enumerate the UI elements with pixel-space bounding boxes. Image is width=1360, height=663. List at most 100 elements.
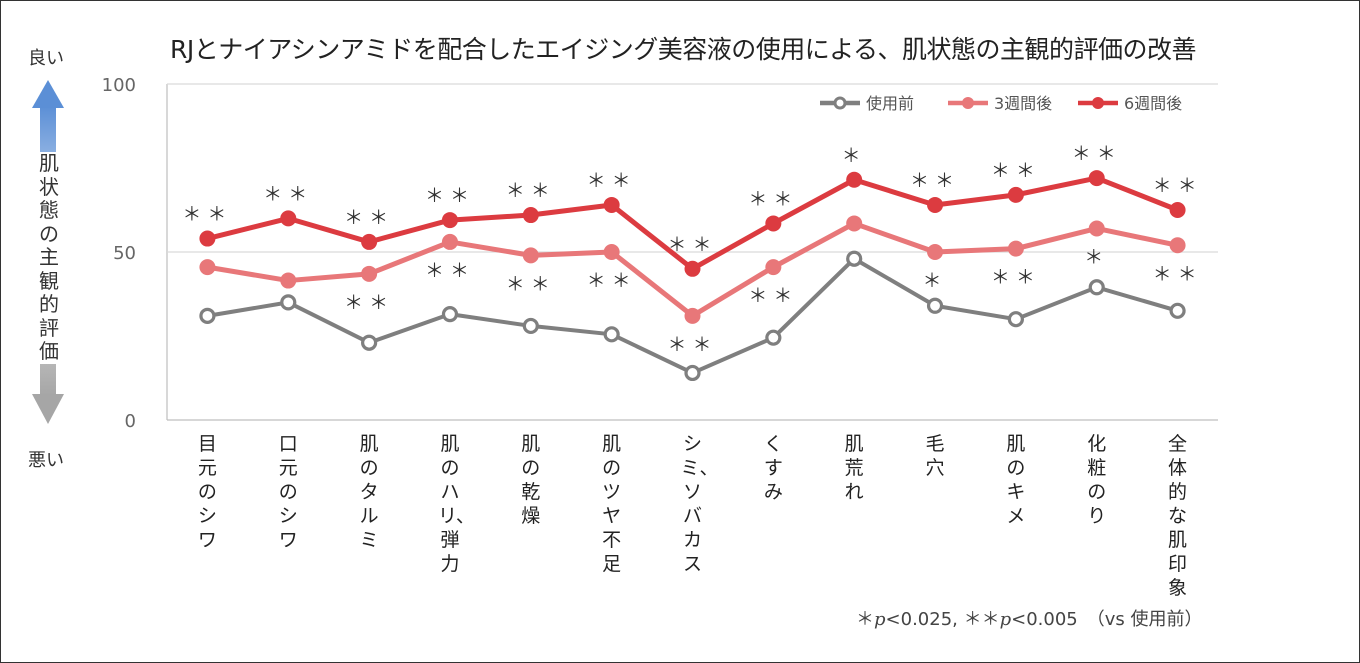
- significance-mark: ＊＊: [344, 207, 394, 229]
- chart-title: RJとナイアシンアミドを配合したエイジング美容液の使用による、肌状態の主観的評価…: [170, 35, 1197, 64]
- data-point: [280, 210, 297, 227]
- data-point: [1007, 240, 1024, 257]
- data-point: [846, 250, 863, 267]
- footnote-star2: ＊＊: [963, 609, 1000, 630]
- significance-mark: ＊＊: [748, 188, 798, 210]
- data-point: [846, 215, 863, 232]
- data-point: [846, 171, 863, 188]
- significance-mark: ＊: [842, 145, 867, 167]
- significance-mark: ＊＊: [425, 185, 475, 207]
- x-tick-label: 化粧のり: [1087, 433, 1107, 527]
- series-3: ＊＊＊＊＊＊＊＊ ＊＊ ＊＊＊＊＊＊＊＊＊ ＊＊＊＊＊＊: [182, 143, 1203, 277]
- data-point: [522, 207, 539, 224]
- series-2: ＊＊＊＊＊＊ ＊＊＊＊＊＊＊ ＊＊＊＊＊: [199, 215, 1203, 356]
- data-point: [1088, 170, 1105, 187]
- legend-label: 使用前: [866, 94, 914, 113]
- data-point: [1169, 237, 1186, 254]
- data-point: [684, 307, 701, 324]
- significance-mark: ＊＊: [182, 204, 232, 226]
- x-tick-label: 口元のシワ: [278, 433, 298, 551]
- x-tick-label: 肌荒れ: [844, 433, 864, 503]
- legend-swatch-marker: [962, 97, 974, 109]
- data-point: [1169, 302, 1186, 319]
- data-point: [603, 196, 620, 213]
- significance-mark: ＊＊: [263, 183, 313, 205]
- series-1: [199, 250, 1186, 382]
- x-tick-label: 肌のハリ、弾力: [437, 433, 475, 575]
- y-tick-label: 100: [102, 75, 136, 96]
- significance-mark: ＊＊: [991, 267, 1041, 289]
- data-point: [441, 212, 458, 229]
- significance-mark: ＊＊: [1153, 175, 1203, 197]
- significance-footnote: ＊p<0.025, ＊＊p<0.005 （vs 使用前）: [856, 605, 1203, 631]
- x-tick-label: 肌のタルミ: [359, 433, 379, 551]
- data-point: [1088, 279, 1105, 296]
- significance-mark: ＊: [923, 270, 948, 292]
- data-point: [441, 306, 459, 323]
- significance-mark: ＊＊: [1072, 143, 1122, 165]
- footnote-p1: p: [874, 609, 886, 630]
- grid-layer: 0 50 100: [102, 75, 1218, 432]
- y-bottom-label: 悪い: [28, 450, 64, 471]
- data-point: [926, 297, 944, 314]
- data-point: [199, 230, 216, 247]
- y-axis-label: 肌状態の主観的評価: [36, 151, 62, 364]
- data-point: [927, 244, 944, 260]
- x-tick-label: 肌のキメ: [1006, 433, 1026, 527]
- footnote-threshold1: <0.025,: [885, 609, 964, 630]
- y-tick-label: 0: [125, 411, 136, 432]
- legend-label: 6週間後: [1124, 94, 1182, 113]
- data-point: [361, 233, 378, 250]
- x-tick-label: くすみ: [763, 433, 783, 503]
- data-point: [765, 215, 782, 232]
- data-point: [1088, 220, 1105, 237]
- x-tick-label: 肌のツヤ不足: [602, 433, 622, 575]
- legend-swatch-marker: [1092, 97, 1104, 109]
- significance-mark: ＊＊: [425, 260, 475, 282]
- x-tick-label: 全体的な肌印象: [1168, 433, 1188, 599]
- data-point: [1007, 186, 1024, 203]
- data-point: [765, 259, 782, 276]
- data-point: [361, 334, 378, 351]
- x-tick-label: 目元のシワ: [197, 433, 217, 551]
- footnote-threshold2: <0.005 （vs 使用前）: [1011, 609, 1203, 630]
- legend: 使用前 3週間後 6週間後: [820, 94, 1182, 113]
- significance-mark: ＊＊: [910, 170, 960, 192]
- data-point: [603, 326, 620, 343]
- data-point: [522, 317, 539, 335]
- legend-swatch-marker: [833, 96, 847, 110]
- x-tick-label: シミ、ソバカス: [680, 433, 719, 575]
- data-point: [765, 329, 782, 346]
- data-point: [1007, 311, 1024, 328]
- significance-mark: ＊＊: [506, 180, 556, 202]
- significance-mark: ＊＊: [667, 234, 717, 256]
- x-tick-label: 肌の乾燥: [521, 433, 541, 527]
- legend-label: 3週間後: [994, 94, 1052, 113]
- y-tick-label: 50: [113, 243, 136, 264]
- significance-mark: ＊＊: [587, 170, 637, 192]
- significance-mark: ＊＊: [748, 285, 798, 307]
- x-tick-label: 毛穴: [925, 433, 945, 479]
- y-top-label: 良い: [28, 48, 64, 69]
- data-point: [280, 272, 297, 289]
- data-point: [199, 307, 216, 324]
- data-point: [684, 260, 701, 277]
- significance-mark: ＊＊: [344, 292, 394, 314]
- significance-mark: ＊＊: [991, 160, 1041, 182]
- significance-mark: ＊: [1084, 246, 1109, 268]
- data-point: [927, 196, 944, 213]
- series-layer: ＊＊＊＊＊＊ ＊＊＊＊＊＊＊ ＊＊＊＊＊＊＊＊＊＊＊＊＊ ＊＊ ＊＊＊＊＊＊＊＊＊ ＊＊＊…: [182, 143, 1203, 382]
- data-point: [603, 244, 620, 260]
- significance-mark: ＊＊: [667, 334, 717, 356]
- significance-mark: ＊＊: [506, 273, 556, 295]
- data-point: [361, 265, 378, 282]
- data-point: [441, 233, 458, 250]
- data-point: [1169, 202, 1186, 218]
- significance-mark: ＊＊: [587, 270, 637, 292]
- data-point: [522, 247, 539, 264]
- footnote-star1: ＊: [856, 609, 874, 630]
- significance-mark: ＊＊: [1153, 263, 1203, 285]
- footnote-p2: p: [999, 609, 1012, 630]
- data-point: [199, 259, 216, 276]
